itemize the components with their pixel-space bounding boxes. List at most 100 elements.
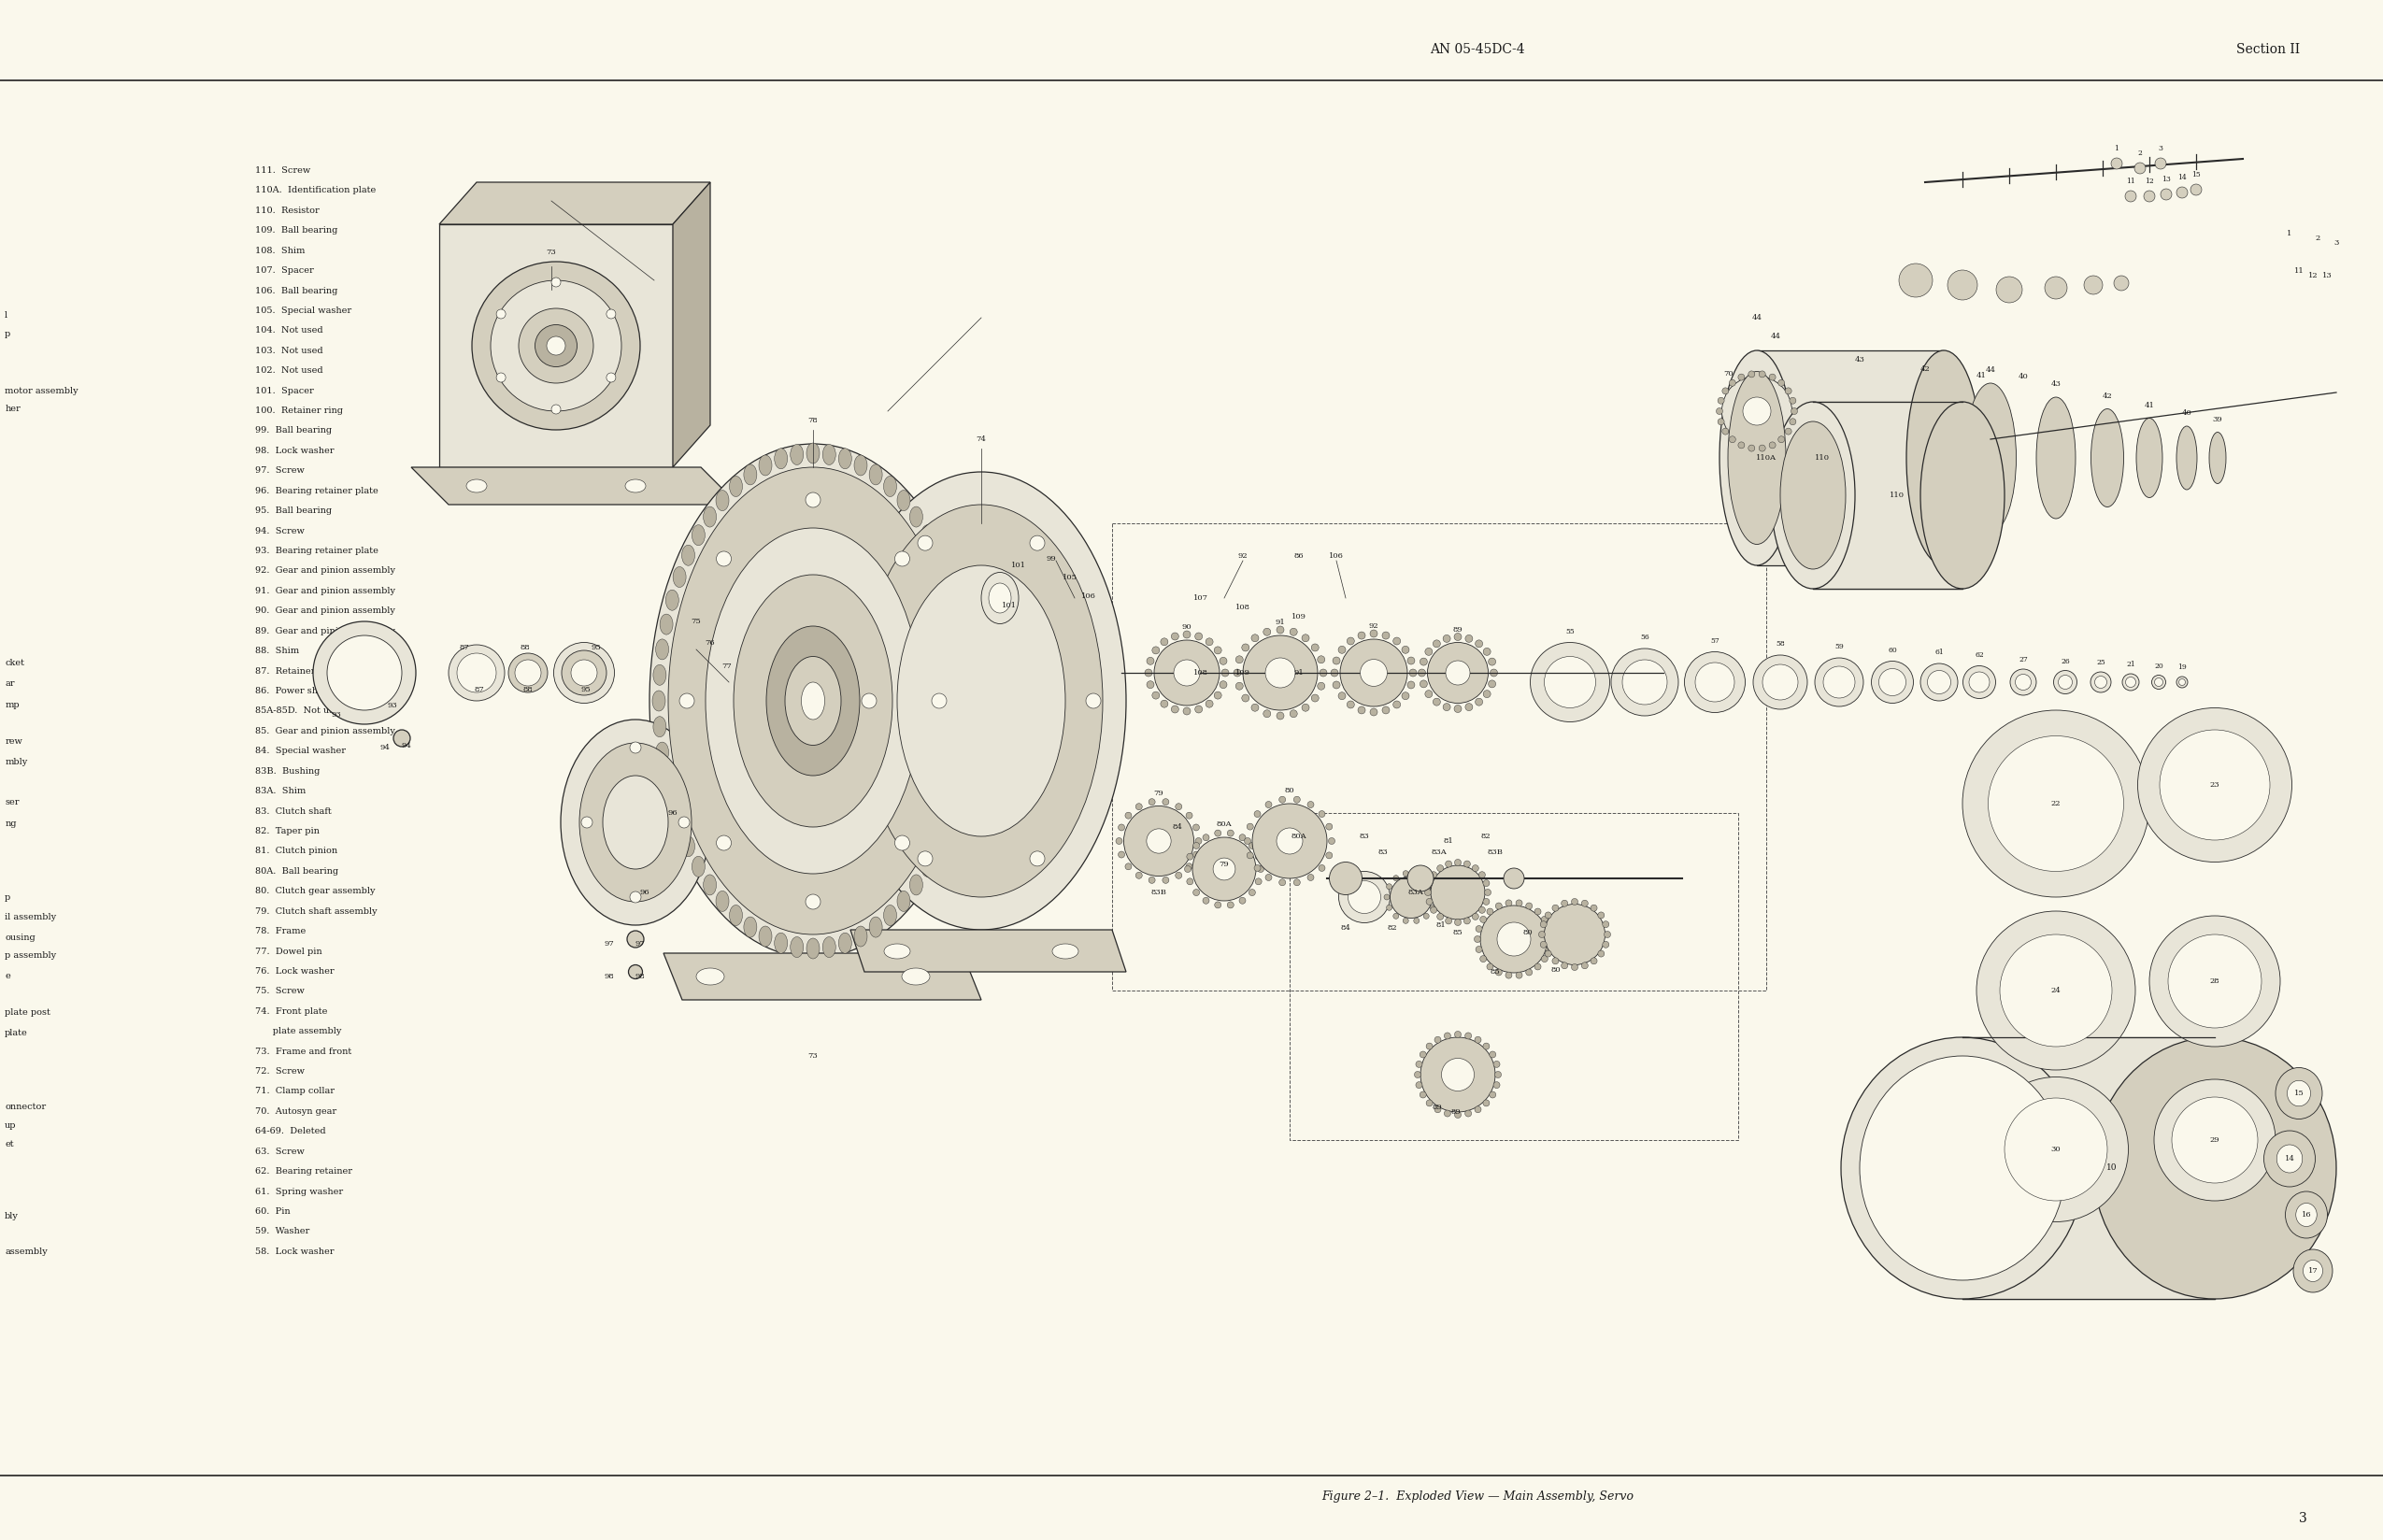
Ellipse shape <box>653 690 665 711</box>
Ellipse shape <box>1475 936 1480 942</box>
Text: 11: 11 <box>2126 177 2135 185</box>
Ellipse shape <box>822 936 836 958</box>
Ellipse shape <box>758 926 772 947</box>
Ellipse shape <box>1115 838 1122 844</box>
Ellipse shape <box>2302 1260 2323 1281</box>
Ellipse shape <box>717 551 732 567</box>
Text: 73: 73 <box>808 1052 817 1060</box>
Ellipse shape <box>805 895 820 909</box>
Ellipse shape <box>1308 801 1313 809</box>
Ellipse shape <box>863 693 877 708</box>
Ellipse shape <box>1778 380 1785 387</box>
Ellipse shape <box>1964 665 1995 699</box>
Text: 110: 110 <box>1816 454 1830 462</box>
Ellipse shape <box>1206 638 1213 645</box>
Ellipse shape <box>1125 805 1194 876</box>
Ellipse shape <box>1294 796 1301 802</box>
Ellipse shape <box>958 742 970 762</box>
Ellipse shape <box>1544 656 1597 708</box>
Text: 99.  Ball bearing: 99. Ball bearing <box>255 427 331 434</box>
Ellipse shape <box>546 336 565 356</box>
Text: 98: 98 <box>605 973 615 981</box>
Ellipse shape <box>1401 645 1408 653</box>
Text: 92: 92 <box>1237 553 1249 559</box>
Ellipse shape <box>2095 676 2107 688</box>
Text: 105.  Special washer: 105. Special washer <box>255 306 350 314</box>
Text: 107: 107 <box>1194 594 1208 602</box>
Ellipse shape <box>1242 695 1249 702</box>
Ellipse shape <box>2190 185 2202 196</box>
Ellipse shape <box>1420 1092 1427 1098</box>
Ellipse shape <box>1604 932 1611 938</box>
Ellipse shape <box>703 875 717 895</box>
Text: 74: 74 <box>977 436 987 444</box>
Ellipse shape <box>1144 668 1153 676</box>
Text: Figure 2–1.  Exploded View — Main Assembly, Servo: Figure 2–1. Exploded View — Main Assembl… <box>1323 1491 1632 1503</box>
Text: 83B: 83B <box>1151 889 1168 896</box>
Text: 80: 80 <box>1523 929 1532 936</box>
Ellipse shape <box>948 792 960 812</box>
Ellipse shape <box>1561 899 1568 907</box>
Text: mp: mp <box>5 701 19 708</box>
Polygon shape <box>851 930 1127 972</box>
Ellipse shape <box>960 690 975 711</box>
Ellipse shape <box>1249 842 1256 849</box>
Text: 89: 89 <box>1454 625 1463 633</box>
Ellipse shape <box>2178 679 2185 685</box>
Ellipse shape <box>960 716 972 738</box>
Ellipse shape <box>1544 904 1606 966</box>
Text: 83B.  Bushing: 83B. Bushing <box>255 767 319 775</box>
Ellipse shape <box>2285 1192 2328 1238</box>
Ellipse shape <box>1482 1100 1489 1106</box>
Ellipse shape <box>1432 641 1439 647</box>
Ellipse shape <box>1227 830 1234 836</box>
Ellipse shape <box>1125 812 1132 819</box>
Ellipse shape <box>1730 436 1735 442</box>
Text: 3: 3 <box>2333 239 2338 246</box>
Ellipse shape <box>553 642 615 704</box>
Ellipse shape <box>1542 956 1549 962</box>
Ellipse shape <box>1466 704 1473 711</box>
Ellipse shape <box>1308 875 1313 881</box>
Ellipse shape <box>839 448 851 468</box>
Ellipse shape <box>1494 1061 1499 1067</box>
Text: 83: 83 <box>1358 833 1370 841</box>
Text: bly: bly <box>5 1212 19 1220</box>
Ellipse shape <box>1244 838 1251 844</box>
Ellipse shape <box>1346 701 1354 708</box>
Text: 80A.  Ball bearing: 80A. Ball bearing <box>255 867 338 875</box>
Ellipse shape <box>1463 861 1470 867</box>
Ellipse shape <box>1430 907 1437 913</box>
Text: 79.  Clutch shaft assembly: 79. Clutch shaft assembly <box>255 907 377 915</box>
Text: 60.  Pin: 60. Pin <box>255 1207 291 1215</box>
Text: 61: 61 <box>1935 648 1945 656</box>
Text: 102.  Not used: 102. Not used <box>255 367 322 374</box>
Text: 88: 88 <box>519 644 529 651</box>
Ellipse shape <box>536 325 577 367</box>
Ellipse shape <box>2276 1144 2302 1173</box>
Text: motor assembly: motor assembly <box>5 387 79 394</box>
Text: 83.  Clutch shaft: 83. Clutch shaft <box>255 807 331 815</box>
Ellipse shape <box>458 653 496 693</box>
Ellipse shape <box>1730 380 1735 387</box>
Ellipse shape <box>1194 889 1199 896</box>
Ellipse shape <box>791 445 803 465</box>
Ellipse shape <box>1184 865 1192 872</box>
Ellipse shape <box>2159 730 2271 841</box>
Ellipse shape <box>1239 898 1246 904</box>
Ellipse shape <box>1153 641 1220 705</box>
Text: 87: 87 <box>460 644 469 651</box>
Ellipse shape <box>1425 898 1432 906</box>
Ellipse shape <box>1382 631 1389 639</box>
Text: 101.  Spacer: 101. Spacer <box>255 387 315 394</box>
Text: ng: ng <box>5 819 17 827</box>
Text: 96: 96 <box>641 889 651 896</box>
Ellipse shape <box>1497 922 1530 956</box>
Text: ar: ar <box>5 679 14 687</box>
Ellipse shape <box>1489 1092 1497 1098</box>
Ellipse shape <box>1601 921 1609 927</box>
Text: her: her <box>5 405 21 413</box>
Text: 16: 16 <box>2302 1210 2312 1218</box>
Ellipse shape <box>2171 1096 2257 1183</box>
Text: 70.  Autosyn gear: 70. Autosyn gear <box>255 1107 336 1115</box>
